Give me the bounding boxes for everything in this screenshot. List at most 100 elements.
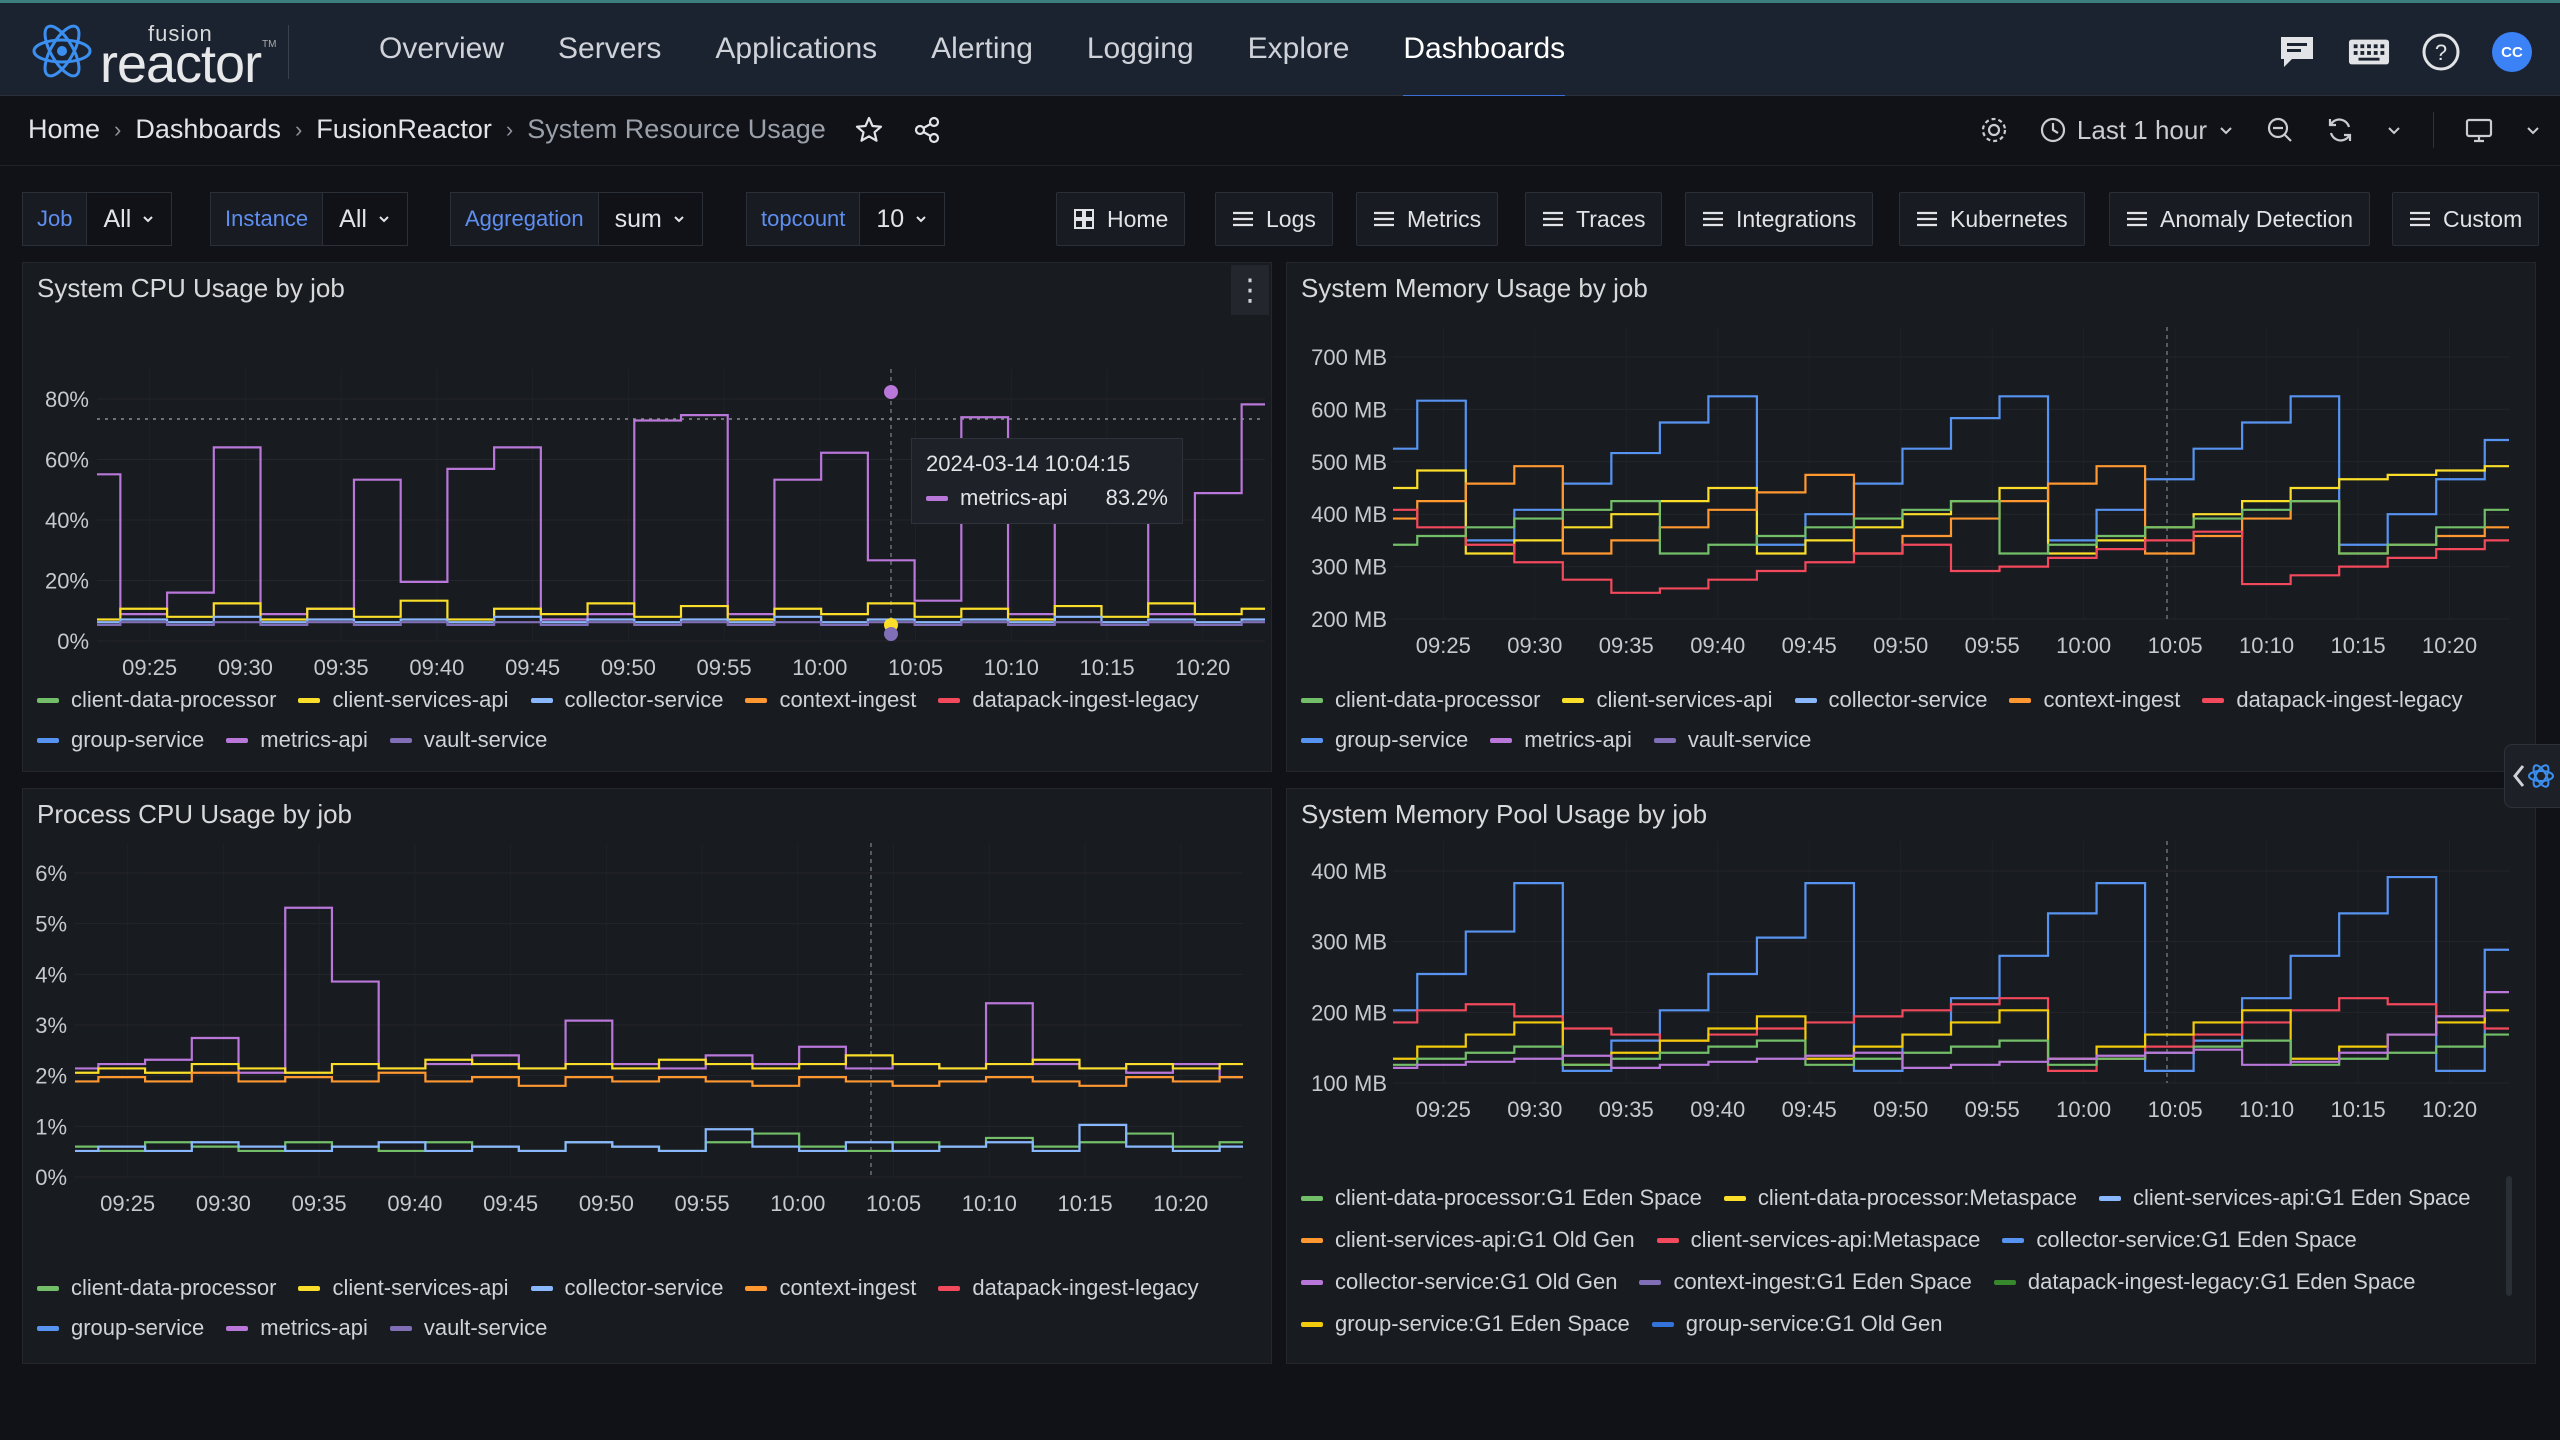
page-title: System Resource Usage — [527, 114, 826, 144]
legend-item[interactable]: vault-service — [1653, 727, 1811, 753]
variable-topcount: topcount 10 — [746, 192, 946, 246]
link-kubernetes[interactable]: Kubernetes — [1899, 192, 2085, 246]
legend-scrollbar[interactable] — [2506, 1176, 2512, 1296]
variable-instance-value: All — [339, 204, 367, 233]
nav-explore[interactable]: Explore — [1247, 32, 1350, 65]
legend-item[interactable]: group-service — [37, 727, 204, 753]
variable-instance-select[interactable]: All — [323, 192, 408, 246]
refresh-icon[interactable] — [2325, 115, 2355, 145]
legend-item[interactable]: collector-service — [530, 687, 723, 713]
nav-overview[interactable]: Overview — [379, 32, 505, 65]
legend-item[interactable]: context-ingest — [745, 1275, 916, 1301]
keyboard-icon[interactable] — [2348, 31, 2390, 73]
breadcrumb-separator-icon: › — [114, 116, 122, 142]
breadcrumb-dashboards[interactable]: Dashboards — [135, 114, 281, 144]
panel-title: System Memory Usage by job — [1301, 273, 1648, 303]
memory-chart[interactable]: 700 MB 600 MB 500 MB 400 MB 300 MB 200 MB 09:2… — [1287, 263, 2537, 683]
breadcrumb-home[interactable]: Home — [28, 114, 101, 144]
controls-divider — [2433, 112, 2434, 148]
legend-item[interactable]: group-service:G1 Eden Space — [1301, 1311, 1630, 1337]
panel-menu-icon[interactable]: ⋮ — [1231, 265, 1269, 315]
user-avatar[interactable]: CC — [2492, 32, 2532, 72]
legend-item[interactable]: client-services-api — [1562, 687, 1773, 713]
legend-item[interactable]: client-services-api:Metaspace — [1656, 1227, 1980, 1253]
nav-dashboards[interactable]: Dashboards — [1376, 3, 1592, 99]
view-mode-chevron-icon[interactable] — [2524, 121, 2542, 139]
nav-servers[interactable]: Servers — [558, 32, 662, 65]
link-anomaly-detection[interactable]: Anomaly Detection — [2109, 192, 2371, 246]
legend-item[interactable]: datapack-ingest-legacy:G1 Eden Space — [1993, 1269, 2416, 1295]
top-right-icons: ? CC — [2276, 31, 2532, 73]
legend-item[interactable]: datapack-ingest-legacy — [2202, 687, 2463, 713]
share-icon[interactable] — [912, 115, 942, 145]
link-logs[interactable]: Logs — [1215, 192, 1333, 246]
variables-bar: Job All Instance All Aggregation sum top… — [0, 166, 2560, 262]
tv-mode-icon[interactable] — [2464, 115, 2494, 145]
legend-label: client-services-api:G1 Eden Space — [2133, 1185, 2471, 1210]
link-integrations[interactable]: Integrations — [1685, 192, 1874, 246]
help-icon[interactable]: ? — [2420, 31, 2462, 73]
clock-icon — [2040, 117, 2066, 143]
settings-gear-icon[interactable] — [1979, 115, 2009, 145]
legend-swatch — [2002, 1237, 2025, 1243]
legend-item[interactable]: group-service — [37, 1315, 204, 1341]
legend-item[interactable]: metrics-api — [1490, 727, 1632, 753]
legend-item[interactable]: group-service — [1301, 727, 1468, 753]
refresh-interval-chevron-icon[interactable] — [2385, 121, 2403, 139]
legend-item[interactable]: client-data-processor — [37, 1275, 276, 1301]
legend-label: context-ingest — [2043, 687, 2181, 712]
side-panel-toggle[interactable] — [2504, 744, 2560, 808]
legend-item[interactable]: client-services-api:G1 Eden Space — [2099, 1185, 2471, 1211]
legend-label: group-service:G1 Eden Space — [1335, 1311, 1630, 1336]
legend-item[interactable]: collector-service — [1794, 687, 1987, 713]
legend-item[interactable]: collector-service — [530, 1275, 723, 1301]
legend-item[interactable]: context-ingest — [745, 687, 916, 713]
variable-job-select[interactable]: All — [87, 192, 173, 246]
link-metrics-label: Metrics — [1407, 205, 1482, 232]
legend-item[interactable]: vault-service — [389, 727, 547, 753]
legend-item[interactable]: collector-service:G1 Eden Space — [2002, 1227, 2357, 1253]
chat-icon[interactable] — [2276, 31, 2318, 73]
link-kubernetes-label: Kubernetes — [1950, 205, 2068, 232]
link-traces[interactable]: Traces — [1525, 192, 1663, 246]
breadcrumb-fusionreactor[interactable]: FusionReactor — [316, 114, 492, 144]
legend-item[interactable]: client-services-api — [298, 687, 509, 713]
nav-alerting[interactable]: Alerting — [931, 32, 1033, 65]
zoom-out-icon[interactable] — [2265, 115, 2295, 145]
legend-item[interactable]: datapack-ingest-legacy — [938, 1275, 1199, 1301]
legend-item[interactable]: datapack-ingest-legacy — [938, 687, 1199, 713]
link-home[interactable]: Home — [1056, 192, 1186, 246]
legend-item[interactable]: context-ingest:G1 Eden Space — [1639, 1269, 1972, 1295]
legend-swatch — [2009, 697, 2032, 703]
legend-item[interactable]: client-data-processor — [1301, 687, 1540, 713]
memory-pool-chart[interactable]: 400 MB 300 MB 200 MB 100 MB 09:25 09:30 09:35 0… — [1287, 789, 2537, 1169]
x-tick-label: 09:30 — [196, 1191, 251, 1216]
time-range-picker[interactable]: Last 1 hour — [2039, 115, 2235, 146]
legend-item[interactable]: client-data-processor:Metaspace — [1723, 1185, 2077, 1211]
variable-topcount-select[interactable]: 10 — [860, 192, 946, 246]
variable-aggregation-select[interactable]: sum — [598, 192, 703, 246]
link-logs-label: Logs — [1266, 205, 1316, 232]
link-metrics[interactable]: Metrics — [1356, 192, 1499, 246]
star-icon[interactable] — [854, 115, 884, 145]
process-cpu-chart[interactable]: 6% 5% 4% 3% 2% 1% 0% 09:25 09:30 09:35 09:40 09:45 0… — [23, 789, 1273, 1269]
series-line-client-data-processor — [1393, 500, 2509, 555]
legend-item[interactable]: client-services-api — [298, 1275, 509, 1301]
legend-label: datapack-ingest-legacy — [2236, 687, 2463, 712]
y-tick-label: 60% — [45, 448, 89, 473]
legend-item[interactable]: collector-service:G1 Old Gen — [1301, 1269, 1617, 1295]
legend-item[interactable]: client-services-api:G1 Old Gen — [1301, 1227, 1635, 1253]
legend-item[interactable]: context-ingest — [2009, 687, 2180, 713]
nav-logging[interactable]: Logging — [1086, 32, 1194, 65]
legend-item[interactable]: metrics-api — [226, 1315, 368, 1341]
legend-item[interactable]: vault-service — [389, 1315, 547, 1341]
legend-item[interactable]: metrics-api — [226, 727, 368, 753]
legend-label: metrics-api — [260, 727, 368, 752]
chart-legend: client-data-processor client-services-api… — [1301, 687, 2501, 753]
link-custom[interactable]: Custom — [2392, 192, 2540, 246]
legend-item[interactable]: group-service:G1 Old Gen — [1651, 1311, 1943, 1337]
fusionreactor-logo[interactable]: fusion reactor TM — [30, 17, 280, 94]
legend-item[interactable]: client-data-processor — [37, 687, 276, 713]
legend-item[interactable]: client-data-processor:G1 Eden Space — [1301, 1185, 1702, 1211]
nav-applications[interactable]: Applications — [715, 32, 878, 65]
